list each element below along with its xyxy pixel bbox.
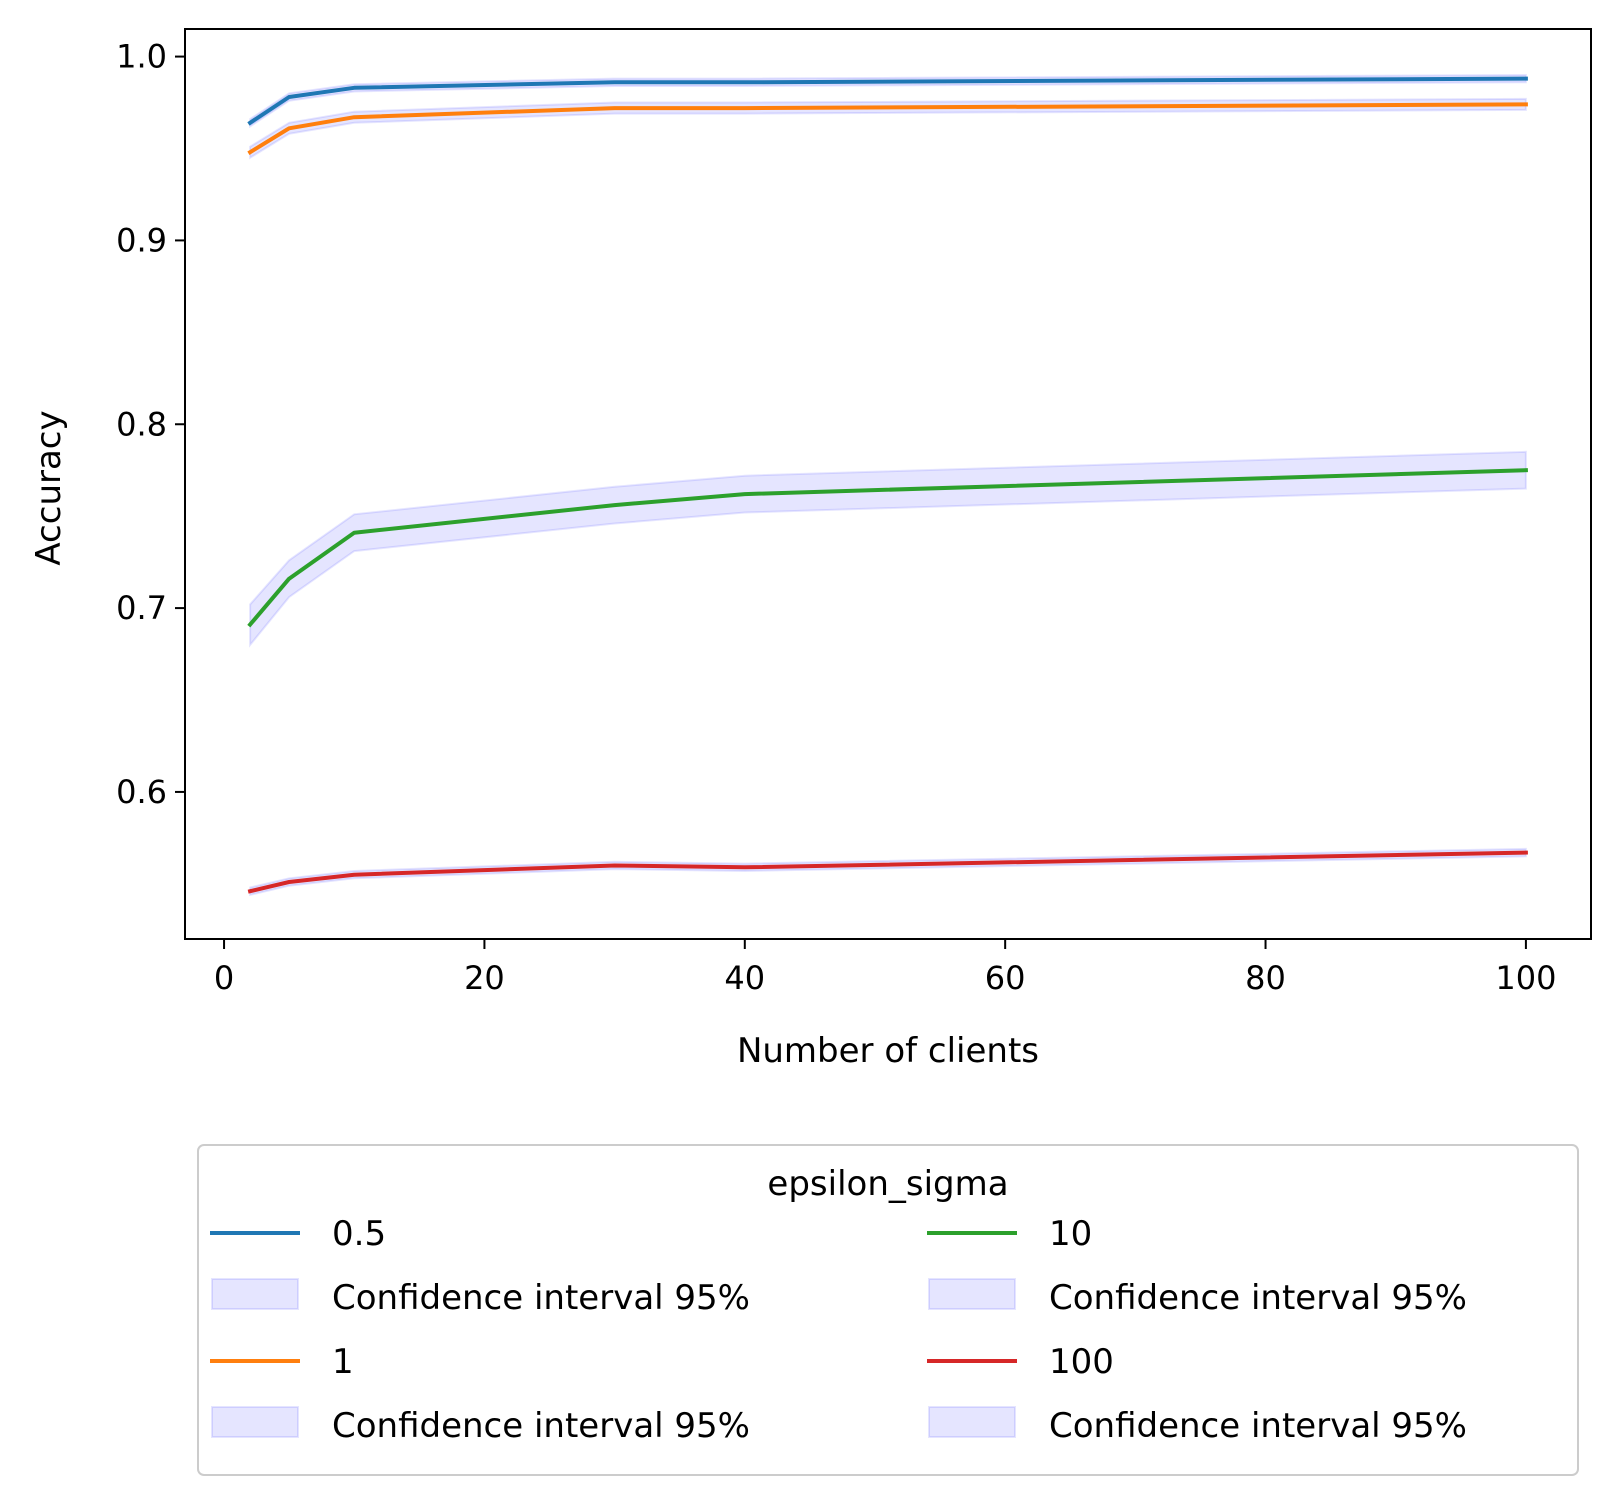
ci-band-2 — [249, 450, 1527, 648]
legend-series-label-2: 10 — [1049, 1214, 1092, 1254]
y-axis-ticks: 0.6 0.7 0.8 0.9 1.0 — [116, 38, 185, 811]
legend-title: epsilon_sigma — [767, 1164, 1008, 1204]
legend-ci-label-2: Confidence interval 95% — [1049, 1278, 1467, 1318]
series-lines — [247, 76, 1528, 894]
x-tick-label: 80 — [1245, 959, 1286, 997]
legend-swatch-ci-1 — [211, 1406, 299, 1438]
series-line-1 — [247, 102, 1528, 155]
y-tick-label: 0.9 — [116, 221, 167, 259]
series-line-0 — [247, 76, 1528, 126]
legend-items: 0.5 Confidence interval 95% 1 Confidence in… — [210, 1214, 1467, 1446]
legend-series-label-3: 100 — [1049, 1342, 1114, 1382]
x-axis-label: Number of clients — [737, 1031, 1039, 1071]
x-tick-label: 100 — [1495, 959, 1556, 997]
legend-swatch-ci-0 — [211, 1278, 299, 1310]
x-tick-label: 0 — [214, 959, 234, 997]
series-line-2 — [247, 468, 1528, 628]
legend-ci-label-0: Confidence interval 95% — [332, 1278, 750, 1318]
legend-series-label-0: 0.5 — [332, 1214, 386, 1254]
x-tick-label: 40 — [724, 959, 765, 997]
x-tick-label: 20 — [464, 959, 505, 997]
x-tick-label: 60 — [985, 959, 1026, 997]
legend-swatch-ci-3 — [928, 1406, 1016, 1438]
y-tick-label: 1.0 — [116, 38, 167, 76]
ci-band-1 — [249, 97, 1527, 160]
legend-ci-label-3: Confidence interval 95% — [1049, 1406, 1467, 1446]
y-axis-label: Accuracy — [29, 410, 69, 565]
x-axis-ticks: 0 20 40 60 80 100 — [214, 939, 1556, 997]
legend-series-label-1: 1 — [332, 1342, 354, 1382]
legend-box — [197, 1144, 1579, 1476]
y-tick-label: 0.6 — [116, 773, 167, 811]
y-tick-label: 0.7 — [116, 589, 167, 627]
plot-frame — [184, 28, 1592, 940]
series-line-3 — [247, 850, 1528, 894]
legend-ci-label-1: Confidence interval 95% — [332, 1406, 750, 1446]
y-tick-label: 0.8 — [116, 405, 167, 443]
legend: epsilon_sigma 0.5 Confidence interval 95%… — [197, 1144, 1579, 1476]
legend-swatch-ci-2 — [928, 1278, 1016, 1310]
